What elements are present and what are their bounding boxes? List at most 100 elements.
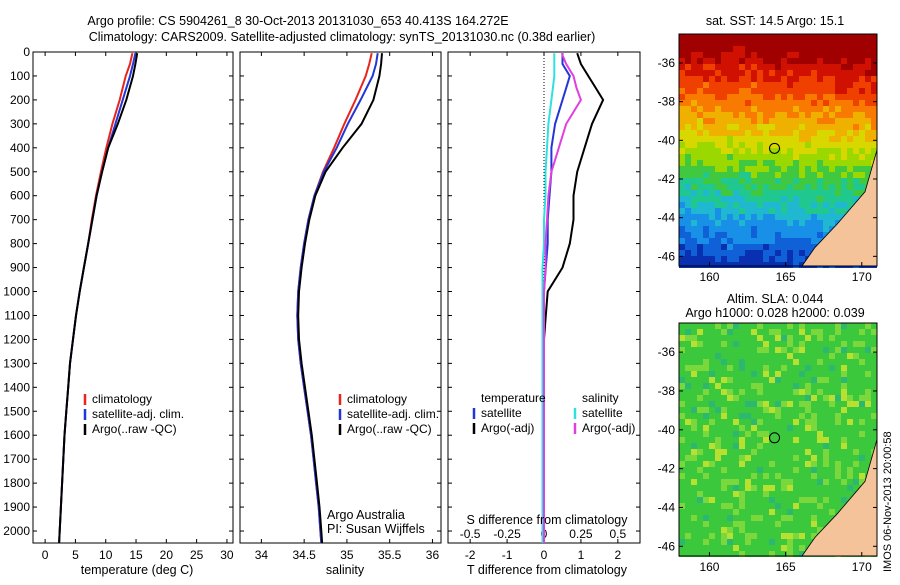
sla-map-cell [793, 431, 799, 437]
sla-map-cell [751, 335, 757, 341]
sla-map-cell [841, 353, 847, 359]
temp-xtick-label: 5 [72, 548, 79, 562]
sla-map-cell [727, 365, 733, 371]
sla-map-cell [703, 545, 709, 551]
sla-map-cell [745, 371, 751, 377]
sst-map-cell [817, 142, 823, 148]
sst-map-cell [697, 196, 703, 202]
sla-lat-label: -40 [658, 423, 676, 437]
sst-map-cell [763, 244, 769, 250]
sst-map-cell [835, 64, 841, 70]
sla-map-cell [805, 479, 811, 485]
sst-map-cell [691, 40, 697, 46]
sla-lat-label: -38 [658, 384, 676, 398]
sla-map-cell [793, 437, 799, 443]
sla-map-cell [691, 419, 697, 425]
sla-map-cell [697, 353, 703, 359]
sst-map-cell [739, 202, 745, 208]
sla-map-cell [853, 437, 859, 443]
sst-map-cell [697, 214, 703, 220]
sla-map-cell [787, 341, 793, 347]
sla-map-cell [847, 467, 853, 473]
sst-map-cell [709, 244, 715, 250]
sst-map-cell [697, 100, 703, 106]
sst-map-cell [793, 178, 799, 184]
sla-map-cell [805, 467, 811, 473]
sla-map-cell [769, 377, 775, 383]
sst-map-cell [703, 178, 709, 184]
sla-map-cell [811, 365, 817, 371]
sla-map-cell [679, 431, 685, 437]
sst-map-cell [787, 106, 793, 112]
sla-map-cell [733, 539, 739, 545]
sst-map-cell [709, 214, 715, 220]
sla-map-cell [697, 443, 703, 449]
sla-map-cell [841, 419, 847, 425]
sst-map-cell [757, 136, 763, 142]
sst-map-cell [685, 142, 691, 148]
sla-map-cell [787, 335, 793, 341]
sla-map-cell [787, 431, 793, 437]
sla-map-cell [763, 467, 769, 473]
sla-map-cell [703, 473, 709, 479]
sst-map-cell [787, 58, 793, 64]
sla-map-cell [715, 545, 721, 551]
sst-map-cell [757, 58, 763, 64]
sla-map-cell [775, 539, 781, 545]
sla-map-cell [835, 485, 841, 491]
sst-map-cell [865, 40, 871, 46]
sst-map-cell [829, 46, 835, 52]
sst-map-cell [841, 34, 847, 40]
sla-map-cell [691, 383, 697, 389]
sla-map-cell [847, 443, 853, 449]
sla-map-cell [733, 347, 739, 353]
sla-map-cell [811, 413, 817, 419]
sla-map-cell [691, 323, 697, 329]
sst-map-cell [709, 136, 715, 142]
sla-map-cell [721, 533, 727, 539]
diff-xtick-label: 2 [615, 548, 622, 562]
sst-map-cell [823, 226, 829, 232]
sla-map-cell [835, 371, 841, 377]
sst-map-cell [775, 136, 781, 142]
sst-map-cell [691, 76, 697, 82]
sla-map-cell [703, 323, 709, 329]
sla-map-cell [769, 551, 775, 557]
sst-map-cell [769, 88, 775, 94]
sst-map-cell [757, 40, 763, 46]
sla-map-cell [763, 521, 769, 527]
sla-map-cell [733, 353, 739, 359]
sla-map-cell [715, 449, 721, 455]
sst-map-cell [799, 52, 805, 58]
sla-map-cell [721, 455, 727, 461]
sst-map-cell [721, 208, 727, 214]
sla-map-cell [823, 401, 829, 407]
sla-map-cell [727, 455, 733, 461]
sla-map-cell [679, 479, 685, 485]
sla-map-cell [835, 455, 841, 461]
sla-map-cell [739, 551, 745, 557]
sst-map-cell [721, 244, 727, 250]
sst-map-cell [829, 76, 835, 82]
sst-map-cell [685, 64, 691, 70]
sla-map-cell [679, 437, 685, 443]
sla-map-cell [835, 479, 841, 485]
sla-map-cell [721, 329, 727, 335]
sst-map-cell [853, 136, 859, 142]
sst-map-cell [769, 118, 775, 124]
sla-map-cell [739, 353, 745, 359]
sla-map-title1: Altim. SLA: 0.044 [726, 292, 824, 306]
sla-map-cell [859, 329, 865, 335]
sla-map-cell [805, 461, 811, 467]
sla-map-cell [823, 437, 829, 443]
sla-map-cell [727, 497, 733, 503]
sst-map-cell [733, 94, 739, 100]
sla-map-cell [745, 341, 751, 347]
sst-map-cell [847, 94, 853, 100]
sla-map-cell [871, 371, 877, 377]
sla-map-cell [847, 401, 853, 407]
sla-map [678, 322, 878, 557]
sst-map-cell [715, 76, 721, 82]
sla-map-cell [835, 395, 841, 401]
sla-map-cell [751, 497, 757, 503]
